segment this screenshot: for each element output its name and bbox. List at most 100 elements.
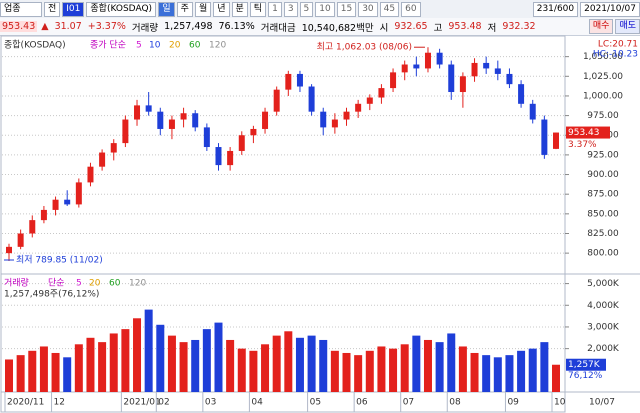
volume-bar bbox=[261, 344, 270, 392]
candle-body bbox=[285, 73, 292, 90]
ma-legend: 10 bbox=[149, 41, 161, 51]
code-field[interactable]: I01 bbox=[62, 1, 85, 17]
y-tick-label: 2,000K bbox=[587, 344, 620, 354]
x-tick-label: 2020/11 bbox=[7, 398, 44, 408]
x-tick-label: 08 bbox=[449, 398, 461, 408]
quote-item: 거래대금 bbox=[260, 22, 296, 34]
quote-item: 31.07 bbox=[54, 21, 82, 32]
high-note: 최고 1,062.03 (08/06) bbox=[317, 42, 412, 53]
panel-title: 종합(KOSDAQ) bbox=[4, 40, 66, 51]
minute-button[interactable]: 30 bbox=[358, 1, 378, 17]
candle-body bbox=[99, 152, 106, 167]
last-price-box bbox=[566, 126, 610, 139]
volume-bar bbox=[249, 350, 258, 392]
last-change: 3.37% bbox=[568, 140, 597, 150]
y-tick-label: 875.00 bbox=[587, 190, 619, 200]
plot-frame bbox=[0, 35, 566, 413]
sell-button[interactable]: 매도 bbox=[615, 19, 640, 34]
candle-body bbox=[401, 64, 408, 73]
period-button[interactable]: 년 bbox=[213, 1, 230, 17]
period-button[interactable]: 분 bbox=[231, 1, 248, 17]
y-tick-label: 3,000K bbox=[587, 322, 620, 332]
market-select[interactable]: 업종 bbox=[0, 1, 42, 17]
candle-body bbox=[17, 233, 24, 247]
period-button[interactable]: 월 bbox=[194, 1, 212, 17]
minute-button[interactable]: 60 bbox=[401, 1, 421, 17]
candle-body bbox=[40, 209, 47, 221]
candle-body bbox=[424, 52, 431, 69]
volume-bar bbox=[540, 342, 549, 392]
ma-legend: 60 bbox=[189, 41, 201, 51]
quote-item: +3.37% bbox=[87, 21, 126, 32]
volume-bar bbox=[272, 335, 281, 392]
minute-button[interactable]: 1 bbox=[268, 1, 282, 17]
ma-label: 종가 단순 bbox=[90, 40, 126, 51]
quote-item: ▲ bbox=[41, 21, 49, 32]
toolbar: 업종 전 I01 종합(KOSDAQ) 일 주 월 년 분 틱 1 3 5 10 15 30 45 60 231/6… bbox=[0, 0, 640, 19]
volume-bar bbox=[470, 352, 479, 392]
candle-body bbox=[273, 89, 280, 112]
candle-body bbox=[483, 62, 490, 69]
quote-item: 76.13% bbox=[218, 21, 255, 32]
period-button[interactable]: 주 bbox=[176, 1, 193, 17]
volume-bar bbox=[191, 339, 200, 392]
volume-bar bbox=[237, 348, 246, 392]
quote-item: 953.43 bbox=[0, 21, 38, 32]
volume-bar bbox=[493, 357, 502, 392]
y-tick-label: 825.00 bbox=[587, 229, 619, 239]
name-field[interactable]: 종합(KOSDAQ) bbox=[86, 1, 157, 17]
period-button[interactable]: 일 bbox=[158, 1, 175, 17]
candle-body bbox=[180, 113, 187, 120]
x-tick-label: 10 bbox=[554, 398, 566, 408]
candle-body bbox=[75, 182, 82, 205]
volume-bar bbox=[389, 348, 398, 392]
x-tick-label: 2021/01 bbox=[123, 398, 160, 408]
buy-button[interactable]: 매수 bbox=[588, 19, 614, 34]
volume-bar bbox=[109, 333, 118, 392]
volume-info: 1,257,498주(76,12%) bbox=[4, 289, 99, 300]
y-tick-label: 4,000K bbox=[587, 301, 620, 311]
volume-bar bbox=[121, 329, 130, 392]
volume-bar bbox=[400, 344, 409, 392]
volume-bar bbox=[342, 352, 351, 392]
period-button[interactable]: 틱 bbox=[249, 1, 267, 17]
candle-body bbox=[459, 76, 466, 93]
volume-bar bbox=[354, 355, 363, 392]
quote-item: 1,257,498 bbox=[164, 21, 213, 32]
x-tick-label: 06 bbox=[356, 398, 368, 408]
minute-button[interactable]: 3 bbox=[283, 1, 298, 17]
candle-body bbox=[238, 135, 245, 151]
date-field[interactable]: 2021/10/07 bbox=[580, 1, 640, 17]
candle-body bbox=[320, 111, 327, 128]
minute-button[interactable]: 5 bbox=[299, 1, 314, 17]
y-tick-label: 1,050.00 bbox=[583, 52, 623, 62]
minute-button[interactable]: 10 bbox=[315, 1, 335, 17]
candle-body bbox=[250, 128, 257, 136]
x-tick-label: 07 bbox=[403, 398, 414, 408]
volume-bar bbox=[144, 309, 153, 392]
minute-button[interactable]: 45 bbox=[379, 1, 400, 17]
candle-body bbox=[227, 150, 234, 166]
y-tick-label: 1,025.00 bbox=[583, 72, 623, 82]
candle-body bbox=[110, 143, 117, 153]
y-tick-label: 850.00 bbox=[587, 209, 619, 219]
mode-button[interactable]: 전 bbox=[44, 1, 61, 17]
volume-bar bbox=[517, 350, 526, 392]
quote-item: 시 bbox=[379, 22, 389, 34]
y-tick-label: 975.00 bbox=[587, 111, 619, 121]
volume-bar bbox=[284, 331, 293, 392]
volume-bar bbox=[365, 350, 374, 392]
x-tick-label: 04 bbox=[251, 398, 263, 408]
quote-bar: 953.43 ▲ 31.07 +3.37% 거래량 1,257,498 76.13% 거래대금… bbox=[0, 18, 640, 36]
candle-body bbox=[494, 68, 501, 74]
minute-button[interactable]: 15 bbox=[336, 1, 357, 17]
candle-body bbox=[52, 199, 59, 210]
ma-legend: 5 bbox=[76, 279, 82, 289]
volume-bar bbox=[435, 342, 444, 392]
volume-bar bbox=[214, 322, 223, 392]
x-tick-label: 09 bbox=[507, 398, 519, 408]
last-date: 10/07 bbox=[589, 398, 615, 408]
volume-bar bbox=[133, 318, 142, 392]
